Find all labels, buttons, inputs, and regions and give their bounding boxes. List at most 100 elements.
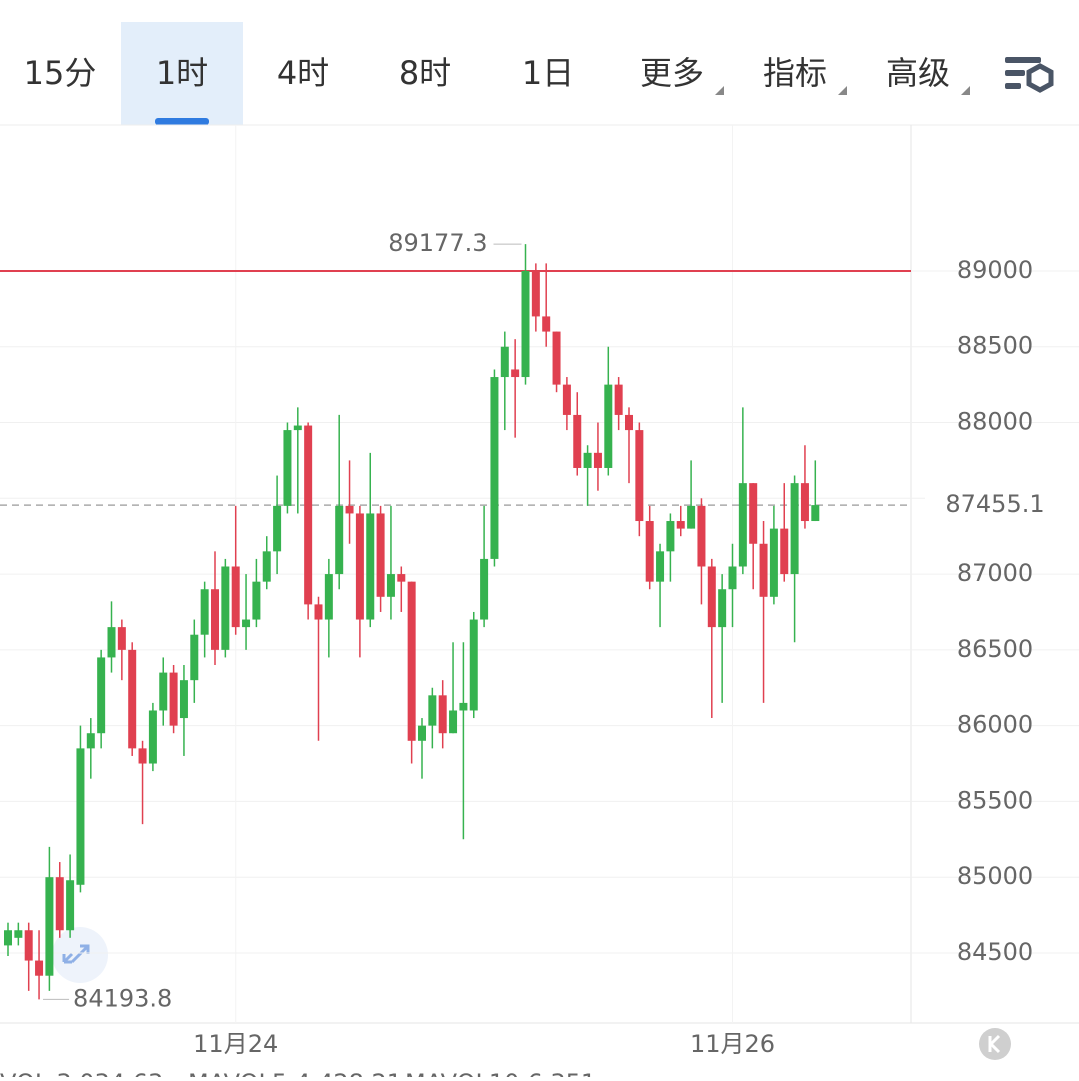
candle-body	[459, 702, 468, 711]
candle-body	[35, 960, 44, 976]
candle-body	[800, 483, 809, 522]
candle-body	[314, 604, 323, 620]
candle-body	[324, 574, 333, 620]
tab-indicator	[155, 118, 209, 125]
dropdown-arrow	[961, 86, 970, 95]
candle-body	[366, 513, 375, 620]
y-tick-label: 88500	[957, 332, 1033, 360]
tab[interactable]: 高级	[886, 54, 950, 92]
candle-body	[531, 270, 540, 317]
y-tick-label: 85500	[957, 786, 1033, 814]
candle-body	[593, 452, 602, 468]
y-tick-label: 88000	[957, 408, 1033, 436]
candle-body	[221, 566, 230, 650]
k-button[interactable]	[979, 1028, 1011, 1060]
selected-tab-bg	[121, 22, 243, 125]
candle-body	[107, 627, 116, 658]
expand-icon[interactable]	[52, 927, 108, 983]
candle-body	[676, 521, 685, 529]
candle-body	[211, 589, 219, 650]
candle-body	[283, 430, 292, 506]
candle-body	[128, 649, 137, 749]
candle-body	[728, 566, 737, 590]
volume-label: MAVOL10:6,351	[405, 1069, 596, 1077]
candle-body	[159, 672, 168, 711]
x-tick-label: 11月24	[193, 1030, 278, 1058]
settings-icon[interactable]	[1005, 57, 1054, 93]
tab[interactable]: 1日	[522, 54, 574, 92]
candle-body	[45, 877, 54, 976]
candle-body	[200, 589, 209, 635]
candle-body	[97, 657, 106, 734]
candle-body	[418, 725, 426, 741]
candle-body	[148, 710, 157, 764]
candle-body	[242, 619, 251, 628]
dropdown-arrow	[715, 86, 724, 95]
candle-body	[376, 513, 385, 597]
candle-body	[625, 414, 633, 431]
candle-body	[604, 384, 613, 468]
tab[interactable]: 更多	[640, 54, 704, 92]
tab[interactable]: 8时	[399, 54, 451, 92]
tab[interactable]: 4时	[277, 54, 329, 92]
candle-body	[656, 551, 665, 582]
candle-body	[24, 930, 33, 961]
candle-body	[521, 270, 530, 378]
candle-body	[759, 543, 768, 597]
candle-body	[55, 877, 64, 931]
volume-label: VOL:3,034.63	[0, 1069, 163, 1077]
candle-body	[117, 627, 126, 650]
candle-body	[614, 384, 623, 415]
candle-body	[687, 505, 696, 529]
candle-body	[169, 672, 178, 726]
candle-body	[231, 566, 240, 628]
candle-body	[345, 505, 354, 514]
y-tick-label: 84500	[957, 938, 1033, 966]
y-tick-label: 87000	[957, 559, 1033, 587]
candle-body	[552, 331, 561, 385]
y-tick-label: 85000	[957, 862, 1033, 890]
candle-body	[273, 505, 282, 552]
tab[interactable]: 1时	[156, 54, 208, 92]
candle-body	[138, 748, 147, 764]
candle-body	[749, 483, 758, 544]
candle-body	[697, 505, 706, 567]
candle-body	[14, 930, 23, 938]
candle-body	[490, 377, 499, 559]
candle-body	[252, 581, 261, 620]
candle-body	[66, 880, 75, 931]
candle-body	[407, 581, 416, 741]
candle-body	[355, 513, 364, 620]
y-tick-label: 86500	[957, 635, 1033, 663]
y-tick-label: 89000	[957, 256, 1033, 284]
candle-body	[811, 505, 820, 522]
candle-body	[769, 528, 778, 597]
tab[interactable]: 指标	[763, 54, 827, 92]
tab[interactable]: 15分	[24, 54, 97, 92]
x-tick-label: 11月26	[690, 1030, 775, 1058]
last-price-bg	[925, 485, 1079, 526]
candle-body	[86, 733, 95, 749]
candle-body	[511, 369, 520, 378]
candle-body	[304, 425, 313, 605]
volume-label: MAVOL5:4,428.21	[188, 1069, 402, 1077]
candle-body	[386, 574, 395, 597]
candle-body	[469, 619, 478, 711]
candle-body	[707, 566, 716, 628]
min-label: 84193.8	[73, 984, 172, 1012]
candle-body	[635, 430, 644, 522]
candle-body	[738, 483, 747, 567]
candle-body	[428, 695, 437, 726]
candle-body	[397, 574, 406, 582]
candle-body	[500, 346, 509, 378]
candle-body	[293, 425, 302, 431]
dropdown-arrow	[838, 86, 847, 95]
candle-body	[262, 551, 271, 582]
candle-body	[480, 558, 489, 620]
candle-body	[780, 528, 789, 575]
candle-body	[190, 634, 199, 681]
candle-body	[438, 695, 447, 734]
candle-body	[666, 521, 675, 552]
candle-body	[645, 521, 654, 582]
